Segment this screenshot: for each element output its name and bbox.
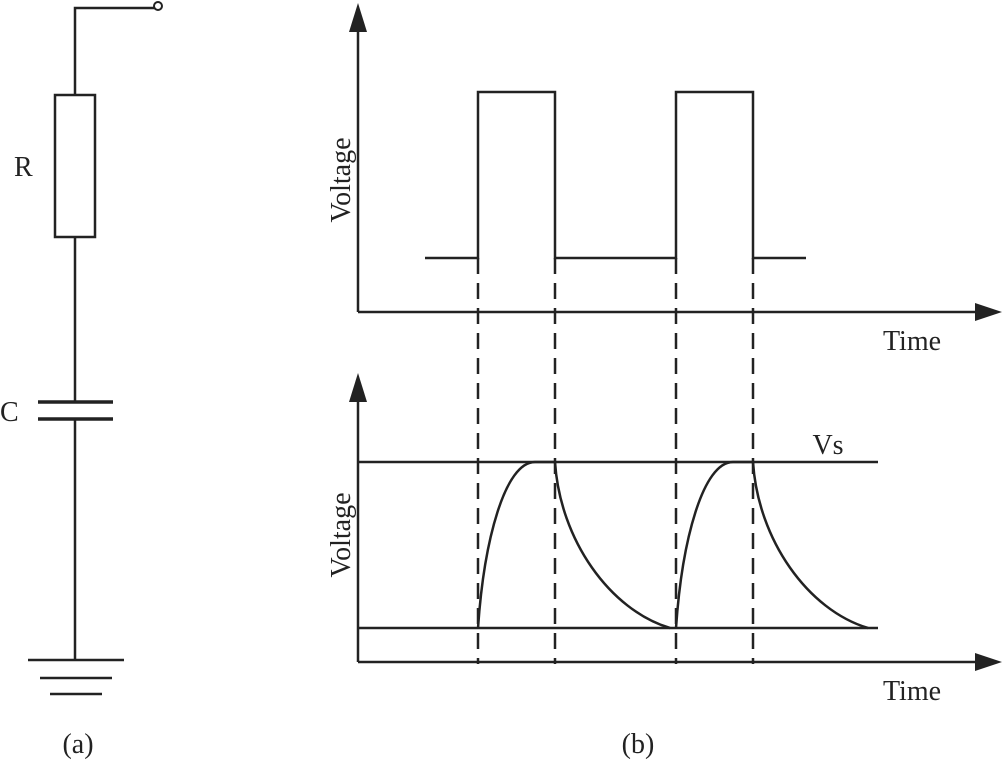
x-label: Time <box>883 326 941 357</box>
rc-circuit: R C (a) <box>0 1 163 760</box>
level-label: Vs <box>812 430 843 461</box>
arrow <box>975 303 1002 321</box>
y-label: Voltage <box>326 137 357 222</box>
wire <box>73 6 155 95</box>
arrow <box>349 3 367 32</box>
rc-wave <box>476 460 671 630</box>
resistor-label: R <box>14 152 33 183</box>
waveforms: Voltage Time Vs Voltage Time (b) <box>326 3 1002 760</box>
arrow <box>349 373 367 402</box>
rc-wave <box>674 460 869 630</box>
caption: (a) <box>62 729 93 760</box>
pulse-wave <box>425 90 806 260</box>
capacitor-label: C <box>0 397 19 428</box>
terminal <box>153 1 163 11</box>
arrow <box>975 653 1002 671</box>
y-label: Voltage <box>326 492 357 577</box>
x-label: Time <box>883 676 941 707</box>
caption: (b) <box>622 729 655 760</box>
resistor <box>53 93 97 239</box>
